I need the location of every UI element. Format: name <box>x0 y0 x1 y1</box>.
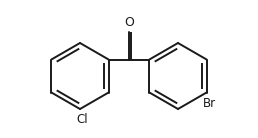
Text: Br: Br <box>203 96 216 109</box>
Text: O: O <box>124 15 134 29</box>
Text: Cl: Cl <box>76 113 88 126</box>
